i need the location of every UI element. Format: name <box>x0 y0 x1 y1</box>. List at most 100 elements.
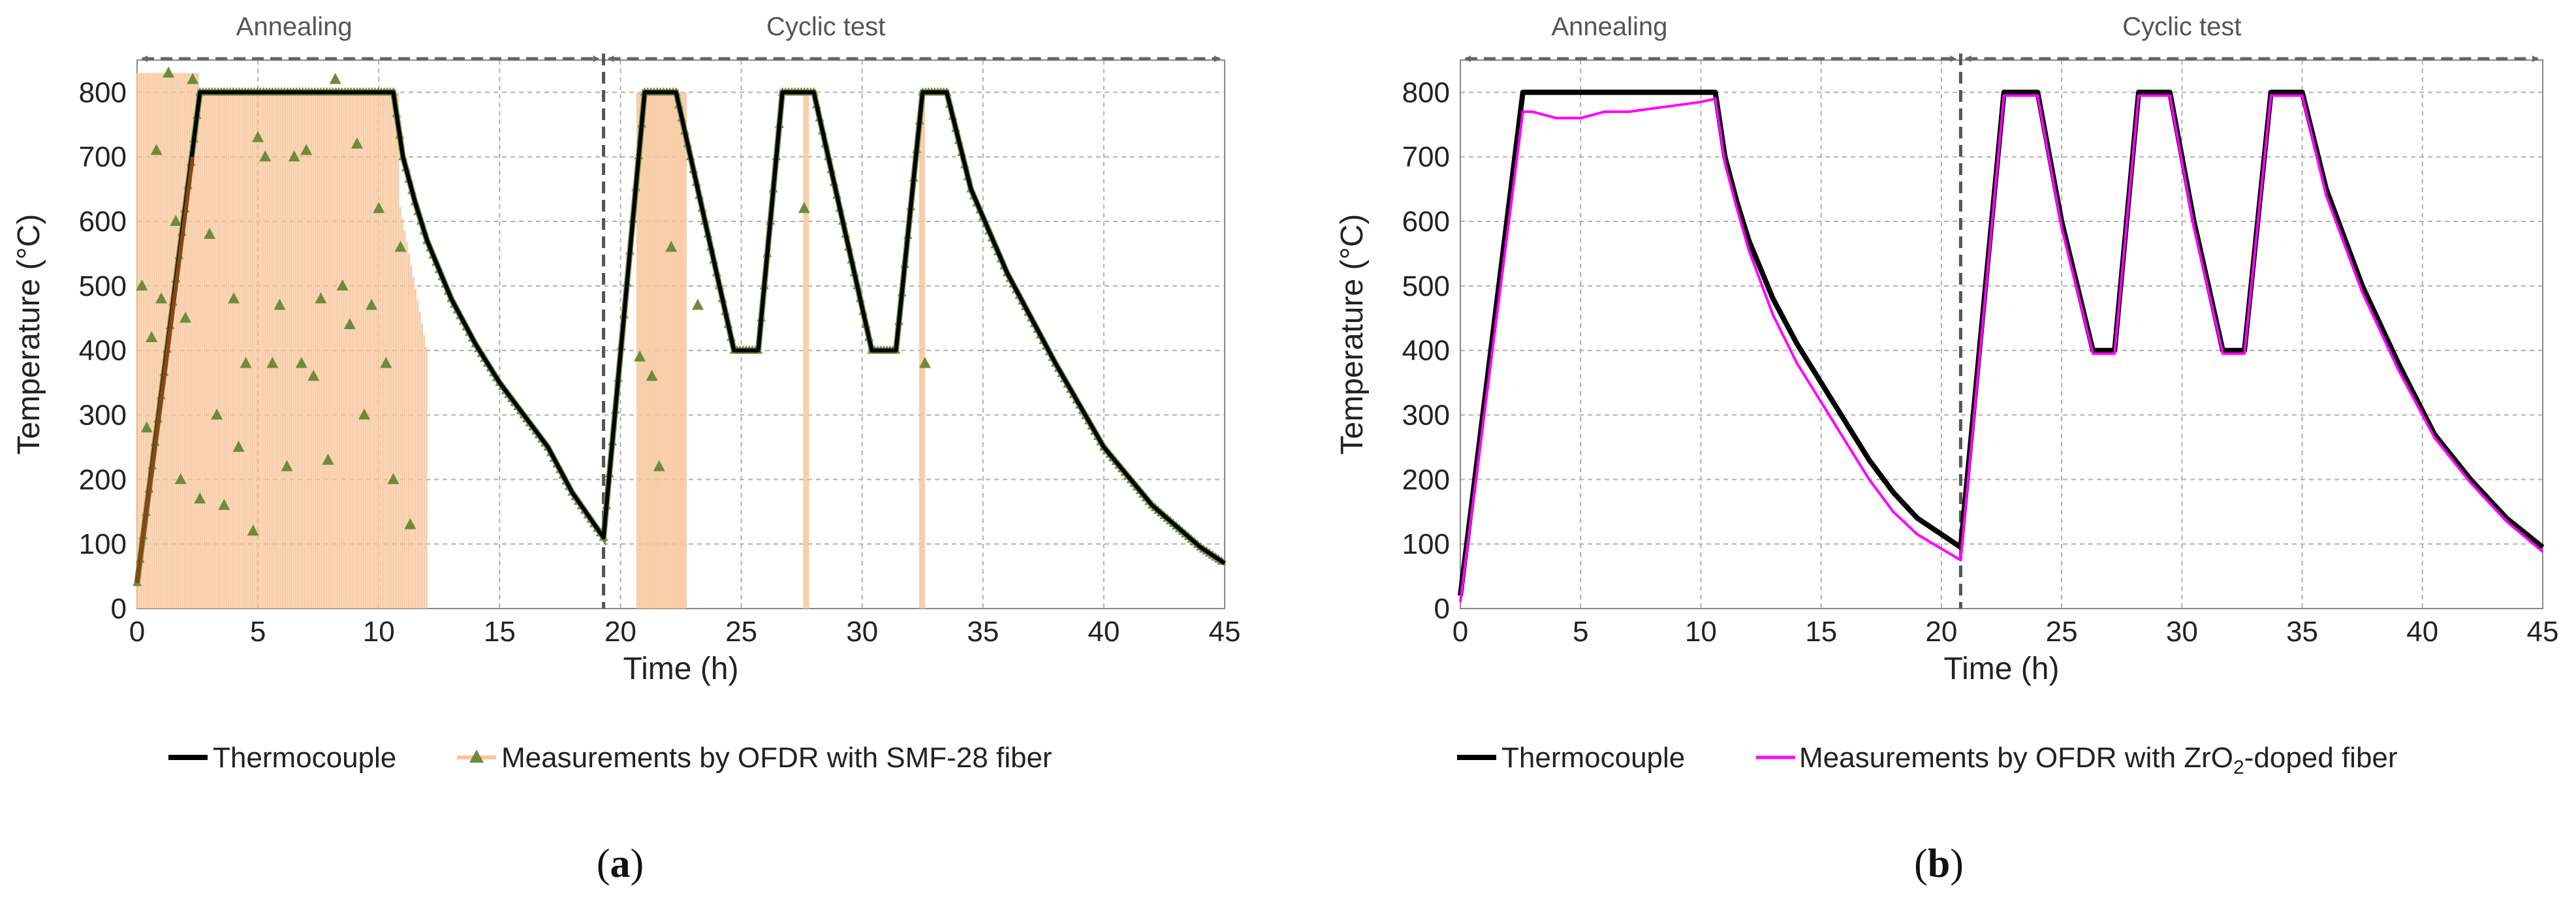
x-tick-label-b: 35 <box>2286 616 2318 648</box>
ofdr-noisy-marker-a <box>387 473 400 484</box>
ofdr-noisy-marker-a <box>380 357 392 368</box>
y-tick-label-a: 600 <box>79 206 127 238</box>
ofdr-noisy-marker-a <box>373 202 385 214</box>
phase-label-annealing-a: Annealing <box>236 12 353 41</box>
ofdr-noisy-marker-a <box>266 357 279 368</box>
x-tick-label-b: 0 <box>1453 616 1468 648</box>
y-axis-title-a: Temperature (°C) <box>12 214 46 455</box>
y-tick-label-b: 700 <box>1402 141 1450 173</box>
phase-label-cyclic-b: Cyclic test <box>2122 12 2241 41</box>
thermocouple-line-a <box>135 90 1226 583</box>
ofdr-noisy-marker-a <box>691 298 704 310</box>
y-tick-label-a: 0 <box>111 593 127 625</box>
y-tick-label-a: 800 <box>79 76 127 108</box>
ofdr-noisy-marker-a <box>228 292 240 304</box>
ofdr-noisy-marker-a <box>665 240 678 252</box>
ofdr-noisy-marker-a <box>232 440 245 452</box>
legend-label-ofdr-a: Measurements by OFDR with SMF-28 fiber <box>501 742 1052 774</box>
ofdr-noisy-marker-a <box>211 408 223 420</box>
y-tick-label-b: 600 <box>1402 206 1450 238</box>
ofdr-noisy-marker-a <box>170 215 182 227</box>
phase-label-cyclic-a: Cyclic test <box>766 12 885 41</box>
ofdr-noisy-marker-a <box>366 298 378 310</box>
ofdr-noisy-marker-a <box>247 524 259 536</box>
x-tick-label-b: 10 <box>1685 616 1717 648</box>
ofdr-noisy-marker-a <box>146 330 158 342</box>
ofdr-noisy-marker-a <box>281 460 293 471</box>
ofdr-noisy-marker-a <box>329 72 341 84</box>
y-tick-label-b: 0 <box>1434 593 1450 625</box>
y-tick-label-b: 800 <box>1402 76 1450 108</box>
y-tick-label-a: 300 <box>79 400 127 432</box>
ofdr-noisy-marker-a <box>300 144 313 155</box>
y-tick-label-b: 400 <box>1402 335 1450 367</box>
ofdr-ramp-overlay-a <box>135 156 195 583</box>
ofdr-noisy-marker-a <box>140 421 153 433</box>
x-tick-label-b: 30 <box>2166 616 2198 648</box>
y-tick-label-b: 200 <box>1402 464 1450 496</box>
ofdr-noisy-marker-a <box>351 137 363 149</box>
x-tick-label-b: 40 <box>2406 616 2438 648</box>
x-axis-title-a: Time (h) <box>623 652 739 686</box>
x-tick-label-b: 25 <box>2046 616 2078 648</box>
plot-area-b: 0 5 10 15 20 25 30 35 40 45 0 100 200 300 400 500 600 700… <box>1402 54 2559 648</box>
x-tick-label-a: 15 <box>484 616 516 648</box>
legend-label-ofdr-b: Measurements by OFDR with ZrO2-doped fib… <box>1799 742 2398 778</box>
ofdr-noisy-marker-a <box>150 144 163 155</box>
legend-a: Thermocouple Measurements by OFDR with S… <box>168 742 1052 774</box>
ofdr-noisy-marker-a <box>163 66 175 78</box>
ofdr-noisy-marker-a <box>288 150 300 162</box>
legend-label-thermocouple-a: Thermocouple <box>213 742 396 774</box>
ofdr-noisy-marker-a <box>155 292 168 304</box>
y-tick-label-a: 400 <box>79 335 127 367</box>
x-tick-label-a: 20 <box>605 616 636 648</box>
y-tick-label-a: 700 <box>79 141 127 173</box>
panel-label-a: (a) <box>597 842 644 886</box>
y-tick-label-a: 200 <box>79 464 127 496</box>
ofdr-noisy-marker-a <box>194 492 206 503</box>
ofdr-noisy-marker-a <box>315 292 327 304</box>
legend-marker-ofdr-a <box>469 750 484 763</box>
x-tick-label-b: 5 <box>1573 616 1588 648</box>
ofdr-zro2-line-b <box>1459 94 2544 603</box>
ofdr-noisy-marker-a <box>307 370 320 381</box>
ofdr-noisy-marker-a <box>174 473 187 484</box>
ofdr-noisy-marker-a <box>646 370 658 381</box>
x-tick-label-b: 20 <box>1925 616 1957 648</box>
ofdr-noisy-marker-a <box>187 72 199 84</box>
x-tick-label-a: 25 <box>725 616 757 648</box>
x-axis-title-b: Time (h) <box>1944 652 2060 686</box>
ofdr-noisy-marker-a <box>322 453 334 465</box>
y-tick-label-a: 500 <box>79 270 127 302</box>
ofdr-noisy-marker-a <box>798 202 810 214</box>
ofdr-noisy-marker-a <box>404 518 416 530</box>
ofdr-noisy-marker-a <box>204 227 216 239</box>
ofdr-noisy-marker-a <box>336 279 349 291</box>
ofdr-noisy-marker-a <box>295 357 307 368</box>
ofdr-noisy-marker-a <box>240 357 252 368</box>
x-tick-label-a: 45 <box>1209 616 1241 648</box>
y-axis-title-b: Temperature (°C) <box>1335 214 1370 455</box>
legend-b: Thermocouple Measurements by OFDR with Z… <box>1457 742 2398 778</box>
plot-area-a: 0 5 10 15 20 25 30 35 40 45 0 100 200 300 400 500 600 700… <box>79 54 1241 648</box>
x-tick-label-a: 40 <box>1088 616 1120 648</box>
panel-label-b: (b) <box>1914 842 1964 886</box>
ofdr-noisy-marker-a <box>259 150 272 162</box>
y-tick-label-b: 300 <box>1402 400 1450 432</box>
ofdr-noisy-marker-a <box>180 311 192 323</box>
chart-panel-a: 0 5 10 15 20 25 30 35 40 45 0 100 200 300 400 500 600 700… <box>12 12 1240 886</box>
y-tick-label-b: 100 <box>1402 528 1450 560</box>
x-tick-label-a: 0 <box>129 616 145 648</box>
x-tick-label-b: 15 <box>1805 616 1837 648</box>
ofdr-noisy-marker-a <box>274 298 286 310</box>
ofdr-noisy-marker-a <box>252 131 264 142</box>
y-tick-label-b: 500 <box>1402 270 1450 302</box>
ofdr-noisy-marker-a <box>358 408 371 420</box>
x-tick-label-b: 45 <box>2527 616 2559 648</box>
thermocouple-line-b <box>1458 89 2545 596</box>
legend-label-thermocouple-b: Thermocouple <box>1501 742 1685 774</box>
y-tick-label-a: 100 <box>79 528 127 560</box>
ofdr-noisy-marker-a <box>218 498 230 510</box>
x-tick-label-a: 10 <box>363 616 395 648</box>
